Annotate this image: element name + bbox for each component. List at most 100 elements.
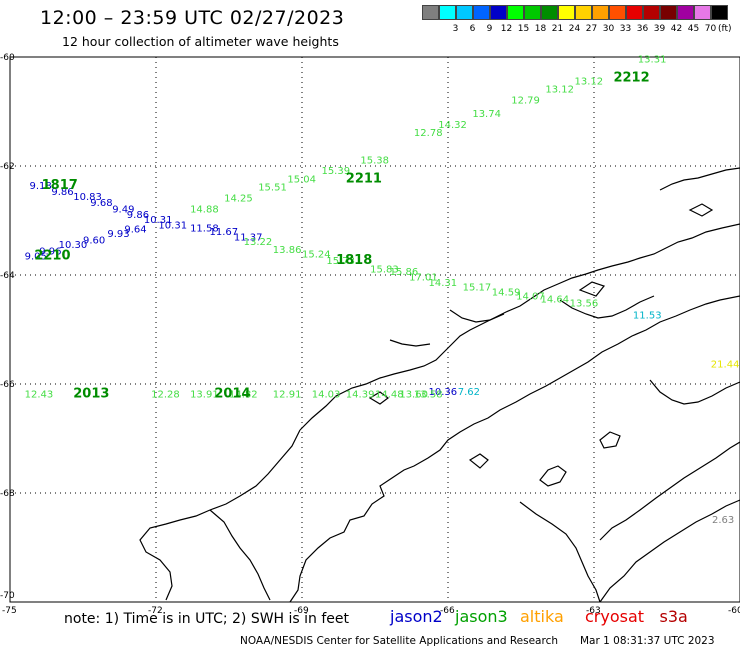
swh-value-jason2: 10.31 xyxy=(158,221,187,232)
scale-unit: (ft) xyxy=(718,24,732,34)
scale-swatch xyxy=(694,5,711,20)
swh-value-altika: 7.62 xyxy=(458,387,480,398)
swh-value-jason3: 14.59 xyxy=(492,288,521,299)
swh-value-jason3: 15.39 xyxy=(321,166,350,177)
scale-swatch xyxy=(677,5,694,20)
scale-swatch xyxy=(609,5,626,20)
scale-label: 45 xyxy=(687,24,700,34)
graticule xyxy=(10,57,740,602)
pass-time-label: 1817 xyxy=(42,178,78,193)
swh-value-jason3: 13.91 xyxy=(190,390,219,401)
latitude-label: -70 xyxy=(0,591,15,601)
longitude-label: -60 xyxy=(728,606,740,616)
swh-value-jason3: 14.32 xyxy=(438,120,467,131)
longitude-label: -75 xyxy=(2,606,17,616)
scale-swatch xyxy=(711,5,728,20)
swh-value-jason2: 11.58 xyxy=(190,223,219,234)
swh-value-jason2: 9.96 xyxy=(39,246,61,257)
swh-value-jason3: 13.31 xyxy=(638,54,667,65)
swh-value-jason2: 10.36 xyxy=(429,387,458,398)
generation-timestamp: Mar 1 08:31:37 UTC 2023 xyxy=(580,635,715,647)
longitude-label: -72 xyxy=(148,606,163,616)
scale-label: 3 xyxy=(452,24,459,34)
scale-label: 9 xyxy=(486,24,493,34)
swh-value-s3a: 2.63 xyxy=(712,515,734,526)
swh-value-jason3: 15.73 xyxy=(326,256,355,267)
swh-value-jason3: 12.28 xyxy=(151,390,180,401)
scale-label: 70 xyxy=(704,24,717,34)
swh-value-jason3: 14.25 xyxy=(224,193,253,204)
swh-value-jason2: 9.68 xyxy=(90,198,112,209)
swh-value-jason3: 15.86 xyxy=(390,267,419,278)
swh-value-jason2: 10.31 xyxy=(144,215,173,226)
scale-swatch xyxy=(643,5,660,20)
swh-value-jason3: 13.86 xyxy=(273,245,302,256)
scale-label: 36 xyxy=(636,24,649,34)
credit-line: NOAA/NESDIS Center for Satellite Applica… xyxy=(240,635,558,647)
latitude-label: -66 xyxy=(0,380,15,390)
pass-time-label: 2212 xyxy=(613,71,649,86)
swh-value-jason3: 14.07 xyxy=(516,292,545,303)
longitude-label: -66 xyxy=(440,606,455,616)
swh-value-jason3: 13.12 xyxy=(545,84,574,95)
swh-value-jason3: 13.22 xyxy=(244,237,273,248)
pass-time-label: 2014 xyxy=(214,387,250,402)
swh-value-jason2: 10.30 xyxy=(59,240,88,251)
scale-label: 27 xyxy=(585,24,598,34)
swh-value-jason2: 9.49 xyxy=(112,204,134,215)
swh-value-jason3: 13.58 xyxy=(414,390,443,401)
scale-label: 24 xyxy=(568,24,581,34)
swh-value-jason3: 15.17 xyxy=(463,282,492,293)
longitude-label: -63 xyxy=(586,606,601,616)
map-subtitle: 12 hour collection of altimeter wave hei… xyxy=(62,34,339,49)
swh-value-jason2: 9.60 xyxy=(83,235,105,246)
swh-value-jason2: 9.93 xyxy=(107,229,129,240)
scale-label: 42 xyxy=(670,24,683,34)
pass-time-label: 2211 xyxy=(346,171,382,186)
latitude-label: -64 xyxy=(0,271,15,281)
scale-swatch xyxy=(473,5,490,20)
swh-value-jason3: 13.12 xyxy=(575,76,604,87)
swh-value-cryosat: 21.44 xyxy=(711,360,740,371)
swh-value-jason3: 14.82 xyxy=(229,390,258,401)
swh-value-jason3: 12.78 xyxy=(414,128,443,139)
swh-value-jason3: 13.74 xyxy=(472,109,501,120)
swh-value-jason3: 14.88 xyxy=(190,204,219,215)
latitude-label: -62 xyxy=(0,162,15,172)
map-title: 12:00 – 23:59 UTC 02/27/2023 xyxy=(40,7,345,29)
pass-time-label: 1818 xyxy=(336,253,372,268)
swh-value-jason3: 17.01 xyxy=(409,272,438,283)
scale-label: 18 xyxy=(534,24,547,34)
swh-value-jason3: 15.38 xyxy=(360,155,389,166)
swh-value-altika: 11.53 xyxy=(633,311,662,322)
swh-value-jason2: 11.37 xyxy=(234,233,263,244)
swh-value-jason2: 9.64 xyxy=(124,224,146,235)
legend-jason3: jason3 xyxy=(455,607,508,626)
swh-value-jason3: 12.43 xyxy=(25,390,54,401)
swh-value-jason3: 14.48 xyxy=(375,390,404,401)
latitude-label: -60 xyxy=(0,53,15,63)
swh-value-jason3: 13.56 xyxy=(570,299,599,310)
swh-value-jason3: 15.24 xyxy=(302,250,331,261)
scale-label: 21 xyxy=(551,24,564,34)
swh-value-jason3: 15.51 xyxy=(258,183,287,194)
scale-swatch xyxy=(660,5,677,20)
scale-swatch xyxy=(592,5,609,20)
legend-altika: altika xyxy=(520,607,564,626)
scale-swatch xyxy=(541,5,558,20)
scale-label: 15 xyxy=(517,24,530,34)
footer-note: note: 1) Time is in UTC; 2) SWH is in fe… xyxy=(64,611,350,627)
legend-jason2: jason2 xyxy=(390,607,443,626)
legend-cryosat: cryosat xyxy=(585,607,645,626)
scale-swatch xyxy=(507,5,524,20)
longitude-label: -69 xyxy=(294,606,309,616)
swh-value-jason2: 9.05 xyxy=(25,252,47,263)
swh-value-jason2: 9.86 xyxy=(51,187,73,198)
swh-value-jason3: 15.04 xyxy=(287,174,316,185)
swh-value-jason2: 11.67 xyxy=(210,227,239,238)
map-frame xyxy=(9,56,740,603)
scale-swatch xyxy=(626,5,643,20)
legend-s3a: s3a xyxy=(659,607,688,626)
scale-label: 30 xyxy=(602,24,615,34)
